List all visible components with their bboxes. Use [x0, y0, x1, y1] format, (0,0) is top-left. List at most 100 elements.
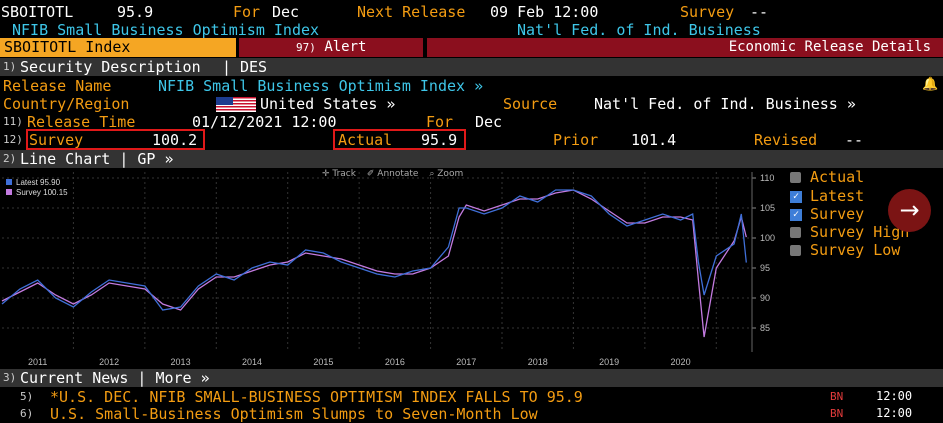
legend-survey-high[interactable]: Survey High: [790, 223, 909, 241]
line-chart: 2011 2012 2013 2014 2015 2016 2017 2018 2019 2020…: [1, 172, 775, 367]
news-headline[interactable]: U.S. Small-Business Optimism Slumps to S…: [50, 405, 538, 423]
survey-num[interactable]: 12): [3, 133, 23, 146]
survey-row: 12) Survey 100.2 Actual 95.9 Prior 101.4…: [0, 131, 943, 149]
x-tick-label: 2013: [171, 357, 191, 367]
release-time-num: 11): [3, 115, 23, 128]
for-value-detail: Dec: [475, 113, 503, 131]
country-label: Country/Region: [3, 95, 130, 113]
legend-actual-label: Actual: [810, 168, 865, 186]
section-line-chart[interactable]: 2) Line Chart | GP »: [0, 150, 943, 168]
release-time-row: 11) Release Time 01/12/2021 12:00 For De…: [0, 113, 943, 131]
legend-actual[interactable]: Actual: [790, 168, 864, 186]
x-tick-label: 2016: [385, 357, 405, 367]
section3-num: 3): [3, 371, 17, 384]
for-label-detail: For: [426, 113, 454, 131]
series-line-survey: [1, 189, 747, 338]
prior-value: 101.4: [631, 131, 677, 149]
track-icon[interactable]: ✛: [322, 169, 330, 179]
country-value[interactable]: United States »: [260, 95, 396, 113]
section1-num: 1): [3, 60, 17, 73]
x-tick-label: 2019: [599, 357, 619, 367]
legend-survey[interactable]: ✓ Survey: [790, 205, 864, 223]
x-tick-label: 2012: [99, 357, 119, 367]
for-label: For: [233, 3, 261, 21]
y-tick-label: 110: [760, 173, 774, 183]
news-time: 12:00: [876, 389, 913, 403]
news-num: 6): [20, 407, 34, 420]
actual-highlight-box: [333, 129, 466, 150]
x-tick-label: 2014: [242, 357, 262, 367]
x-tick-label: 2020: [671, 357, 691, 367]
header-survey-label: Survey: [680, 3, 735, 21]
track-button[interactable]: Track: [332, 169, 356, 179]
eco-label: Economic Release Details: [728, 39, 931, 55]
section1-sep: |: [222, 58, 232, 76]
source-value[interactable]: Nat'l Fed. of Ind. Business »: [594, 95, 856, 113]
actual-label: Actual: [338, 131, 393, 149]
section2-num: 2): [3, 152, 17, 165]
us-flag-icon: [216, 97, 256, 112]
source-name: Nat'l Fed. of Ind. Business: [517, 21, 761, 39]
news-num: 5): [20, 390, 34, 403]
y-tick-label: 90: [760, 293, 770, 303]
release-name-row: Release Name NFIB Small Business Optimis…: [0, 77, 943, 95]
legend-survey-low-label: Survey Low: [810, 241, 901, 259]
survey-value: 100.2: [152, 131, 198, 149]
news-source: BN: [830, 407, 844, 420]
news-source: BN: [830, 390, 844, 403]
index-name: NFIB Small Business Optimism Index: [12, 21, 320, 39]
y-tick-label: 95: [760, 263, 770, 273]
annotate-button[interactable]: Annotate: [377, 169, 419, 179]
x-tick-label: 2018: [528, 357, 548, 367]
release-time-value: 01/12/2021 12:00: [192, 113, 337, 131]
legend-label-survey: Survey 100.15: [16, 188, 68, 197]
release-name-label: Release Name: [3, 77, 112, 95]
annotate-icon[interactable]: ✐: [366, 169, 375, 179]
header-survey-value: --: [750, 3, 769, 21]
y-tick-label: 105: [760, 203, 775, 213]
alert-button[interactable]: 97) Alert: [239, 38, 423, 57]
release-time-label: Release Time: [27, 113, 136, 131]
y-tick-label: 85: [760, 323, 770, 333]
security-tab-label: SBOITOTL Index: [4, 38, 131, 56]
y-tick-label: 100: [760, 233, 775, 243]
section2-title: Line Chart | GP »: [20, 150, 174, 168]
next-release-label: Next Release: [357, 3, 466, 21]
alert-label: Alert: [324, 39, 367, 55]
prior-label: Prior: [553, 131, 599, 149]
legend-latest[interactable]: ✓ Latest: [790, 187, 864, 205]
news-item[interactable]: 6) U.S. Small-Business Optimism Slumps t…: [0, 405, 943, 423]
chart-area[interactable]: ✛ Track ✐ Annotate ⌕ Zoom 2011 2012 2013 20…: [0, 168, 943, 369]
next-release-value: 09 Feb 12:00: [490, 3, 599, 21]
bell-icon[interactable]: 🔔: [922, 77, 939, 92]
alert-num: 97): [296, 41, 316, 54]
ticker[interactable]: SBOITOTL: [1, 3, 74, 21]
x-tick-label: 2017: [456, 357, 476, 367]
x-tick-label: 2015: [313, 357, 333, 367]
section-security-description[interactable]: 1) Security Description | DES: [0, 58, 943, 76]
section1-code: DES: [240, 58, 268, 76]
news-headline[interactable]: *U.S. DEC. NFIB SMALL-BUSINESS OPTIMISM …: [50, 388, 583, 406]
legend-survey-label: Survey: [810, 205, 865, 223]
next-arrow-button[interactable]: →: [888, 189, 931, 232]
actual-value: 95.9: [421, 131, 458, 149]
legend-latest-label: Latest: [810, 187, 865, 205]
source-label: Source: [503, 95, 558, 113]
zoom-button[interactable]: Zoom: [437, 169, 464, 179]
economic-release-details-button[interactable]: Economic Release Details: [427, 38, 943, 57]
security-tab[interactable]: SBOITOTL Index: [0, 38, 236, 57]
survey-checkbox-icon[interactable]: ✓: [790, 209, 802, 221]
legend-survey-low[interactable]: Survey Low: [790, 241, 900, 259]
legend-swatch-survey: [6, 189, 12, 195]
news-time: 12:00: [876, 406, 913, 420]
legend-swatch-latest: [6, 179, 12, 185]
section3-title: Current News | More »: [20, 369, 210, 387]
section-current-news[interactable]: 3) Current News | More »: [0, 369, 943, 387]
section1-title: Security Description: [20, 58, 201, 76]
release-name-value[interactable]: NFIB Small Business Optimism Index »: [158, 77, 484, 95]
for-value: Dec: [272, 3, 300, 21]
news-item[interactable]: 5) *U.S. DEC. NFIB SMALL-BUSINESS OPTIMI…: [0, 388, 943, 406]
latest-checkbox-icon[interactable]: ✓: [790, 191, 802, 203]
zoom-icon[interactable]: ⌕: [429, 169, 435, 179]
series-line-latest: [1, 189, 747, 311]
